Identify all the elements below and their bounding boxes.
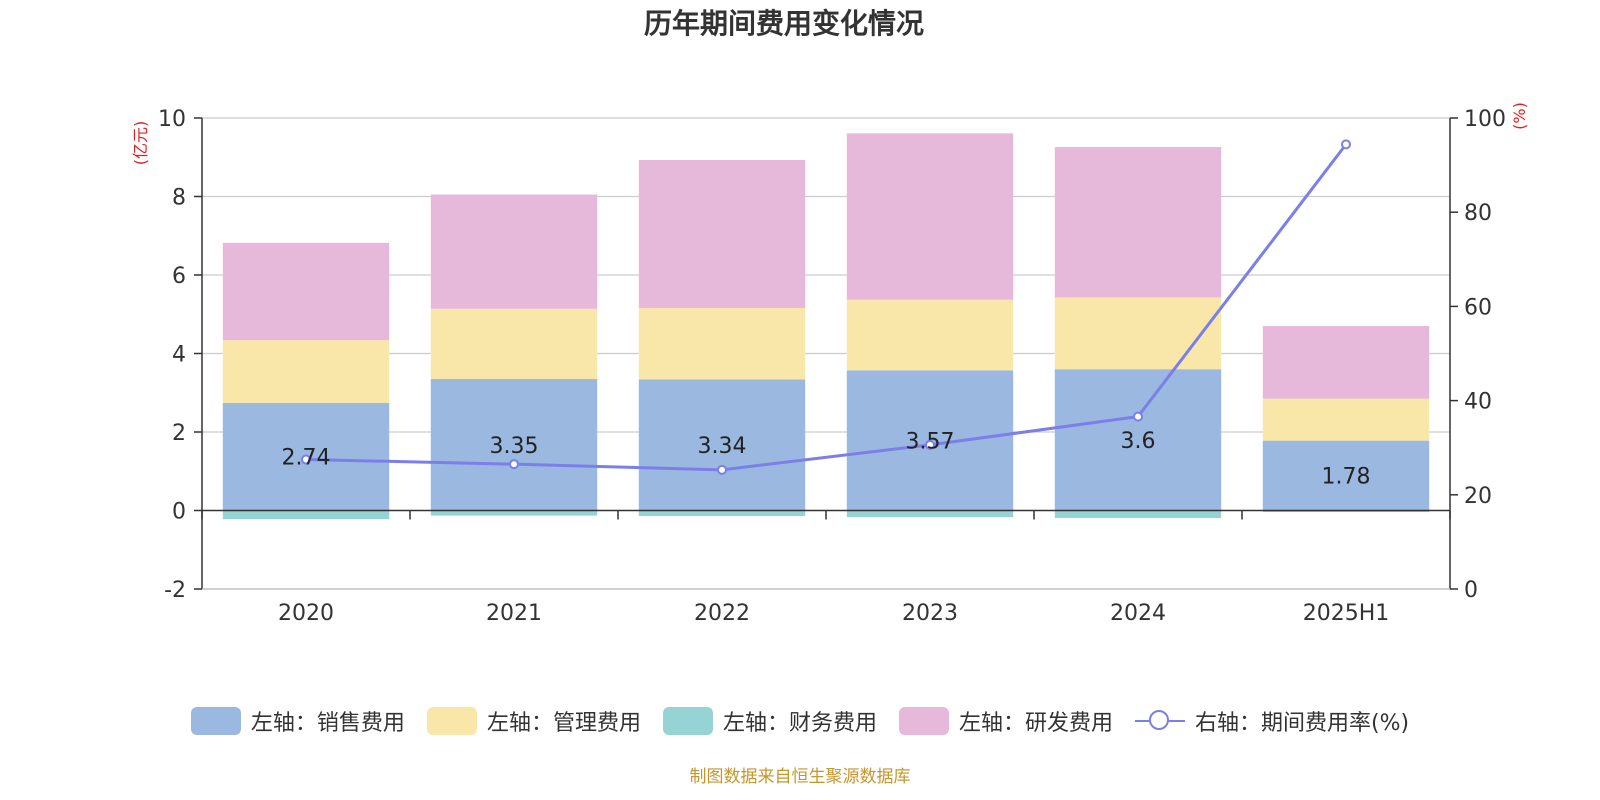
left-axis-tick-label: 6 [172, 264, 186, 289]
left-axis-tick-label: 10 [158, 107, 186, 132]
legend-swatch-sales [190, 707, 241, 735]
bar-segment [430, 510, 598, 516]
expense-rate-point [301, 454, 311, 465]
bar-segment [222, 340, 390, 403]
right-axis-tick-label: 80 [1464, 201, 1492, 226]
label-layer: 2.74 3.35 3.34 3.57 3.6 1.78 [282, 429, 1371, 490]
bar-segment [1054, 147, 1222, 298]
expense-rate-point [1341, 139, 1351, 150]
data-label: 3.35 [490, 434, 539, 459]
bar-segment [1262, 510, 1430, 513]
left-axis-tick-label: 2 [172, 421, 186, 446]
right-axis-unit-label: (%) [1510, 102, 1529, 130]
expense-rate-point [925, 439, 935, 450]
right-axis-tick-label: 0 [1464, 578, 1478, 603]
bar-layer [222, 133, 1430, 520]
expense-rate-line [305, 143, 1348, 472]
category-label: 2021 [486, 601, 542, 626]
right-axis-tick-label: 20 [1464, 484, 1492, 509]
bar-segment [846, 133, 1014, 300]
legend-swatch-rnd [898, 707, 949, 735]
legend-item-sales[interactable]: 左轴：销售费用 [190, 705, 405, 737]
bar-segment [1054, 369, 1222, 511]
bar-segment [1054, 297, 1222, 370]
legend-label-rnd: 左轴：研发费用 [958, 711, 1113, 736]
left-axis-unit-label: (亿元) [131, 121, 150, 166]
bar-segment [430, 379, 598, 511]
chart-title: 历年期间费用变化情况 [644, 7, 924, 40]
legend-swatch-admin [426, 707, 477, 735]
bar-segment [1262, 440, 1430, 511]
legend-label-finance: 左轴：财务费用 [722, 711, 877, 736]
legend-swatch-finance [662, 707, 713, 735]
data-source-note: 制图数据来自恒生聚源数据库 [689, 767, 911, 787]
right-axis-tick-label: 100 [1464, 107, 1506, 132]
legend-label-sales: 左轴：销售费用 [250, 711, 405, 736]
legend-item-finance[interactable]: 左轴：财务费用 [662, 705, 877, 737]
chart-svg: 历年期间费用变化情况 (亿元) (%) -2024681002040608010… [131, 7, 1529, 626]
data-label: 1.78 [1322, 465, 1371, 490]
legend-item-expense-rate[interactable]: 右轴：期间费用率(%) [1134, 705, 1410, 737]
data-label: 3.6 [1121, 429, 1156, 454]
left-axis-tick-label: 4 [172, 343, 186, 368]
data-label: 2.74 [282, 446, 331, 471]
left-axis-tick-label: -2 [164, 578, 186, 603]
bar-segment [1262, 398, 1430, 441]
legend: 左轴：销售费用 左轴：管理费用 左轴：财务费用 左轴：研发费用 右轴：期间费用率… [0, 704, 1600, 738]
expense-rate-point [509, 459, 519, 470]
bar-segment [1054, 510, 1222, 518]
left-axis-tick-label: 8 [172, 186, 186, 211]
bar-segment [222, 510, 390, 520]
category-label: 2022 [694, 601, 750, 626]
category-label: 2023 [902, 601, 958, 626]
right-axis-tick-label: 40 [1464, 390, 1492, 415]
legend-line-marker-icon [1134, 707, 1185, 735]
bar-segment [638, 307, 806, 380]
bar-segment [638, 510, 806, 516]
legend-item-rnd[interactable]: 左轴：研发费用 [898, 705, 1113, 737]
category-label: 2020 [278, 601, 334, 626]
bar-segment [430, 308, 598, 380]
bar-segment [638, 159, 806, 308]
line-layer [301, 139, 1351, 475]
expense-rate-point [717, 464, 727, 475]
data-label: 3.34 [698, 434, 747, 459]
bar-segment [1262, 326, 1430, 399]
right-axis-tick-label: 60 [1464, 295, 1492, 320]
legend-label-admin: 左轴：管理费用 [486, 711, 641, 736]
expense-rate-point [1133, 411, 1143, 422]
category-label: 2025H1 [1303, 601, 1390, 626]
bar-segment [638, 379, 806, 511]
data-label: 3.57 [906, 429, 955, 454]
bar-segment [846, 299, 1014, 371]
bar-segment [222, 242, 390, 341]
legend-label-expense-rate: 右轴：期间费用率(%) [1194, 711, 1410, 736]
bar-segment [430, 194, 598, 309]
category-label: 2024 [1110, 601, 1166, 626]
left-axis-tick-label: 0 [172, 500, 186, 525]
legend-item-admin[interactable]: 左轴：管理费用 [426, 705, 641, 737]
bar-segment [846, 510, 1014, 518]
